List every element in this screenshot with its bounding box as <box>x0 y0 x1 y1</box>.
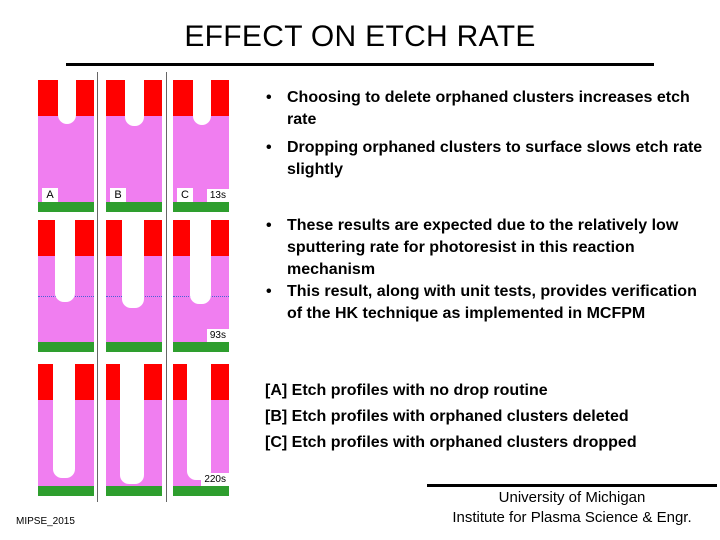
etch-trench <box>122 220 144 308</box>
stop-layer <box>106 486 162 496</box>
stop-layer <box>173 486 229 496</box>
institution-footer: University of Michigan Institute for Pla… <box>427 488 717 528</box>
etch-trench <box>53 364 75 478</box>
bullet-symbol: • <box>266 139 272 156</box>
column-label-c: C <box>177 188 193 202</box>
finding-text: This result, along with unit tests, prov… <box>287 283 697 322</box>
finding-item: • Dropping orphaned clusters to surface … <box>266 137 706 181</box>
etch-trench <box>55 220 75 302</box>
etch-trench <box>190 220 211 304</box>
title-underline <box>66 63 654 66</box>
profile-b-93s <box>106 220 162 352</box>
finding-text: These results are expected due to the re… <box>287 217 679 278</box>
finding-item: • These results are expected due to the … <box>266 215 706 281</box>
profile-b-220s <box>106 364 162 496</box>
stop-layer <box>106 202 162 212</box>
etch-profile-figure: A B C 13s 93s <box>34 72 234 502</box>
footer-rule <box>427 484 717 487</box>
etch-trench <box>120 364 144 484</box>
institute-name: Institute for Plasma Science & Engr. <box>452 509 692 526</box>
finding-item: • This result, along with unit tests, pr… <box>266 281 706 325</box>
profile-c-93s: 93s <box>173 220 229 352</box>
findings-list: • Choosing to delete orphaned clusters i… <box>266 87 706 325</box>
stop-layer <box>173 202 229 212</box>
conference-tag: MIPSE_2015 <box>16 516 75 527</box>
bullet-symbol: • <box>266 217 272 234</box>
time-label-13s: 13s <box>206 189 229 202</box>
stop-layer <box>173 342 229 352</box>
profile-a-13s: A <box>38 80 94 212</box>
stop-layer <box>38 486 94 496</box>
university-name: University of Michigan <box>498 489 646 506</box>
caption-c: [C] Etch profiles with orphaned clusters… <box>265 434 637 451</box>
figure-captions: [A] Etch profiles with no drop routine [… <box>265 378 715 456</box>
profile-a-220s <box>38 364 94 496</box>
profile-a-93s <box>38 220 94 352</box>
column-label-b: B <box>110 188 126 202</box>
time-label-220s: 220s <box>201 473 229 486</box>
stop-layer <box>38 342 94 352</box>
profile-b-13s: B <box>106 80 162 212</box>
caption-b: [B] Etch profiles with orphaned clusters… <box>265 408 629 425</box>
column-divider <box>97 72 98 502</box>
etch-trench <box>125 80 144 126</box>
etch-trench <box>193 80 211 125</box>
profile-c-13s: C 13s <box>173 80 229 212</box>
stop-layer <box>38 202 94 212</box>
finding-text: Dropping orphaned clusters to surface sl… <box>287 139 703 178</box>
finding-item: • Choosing to delete orphaned clusters i… <box>266 87 706 131</box>
finding-text: Choosing to delete orphaned clusters inc… <box>287 89 690 128</box>
caption-a: [A] Etch profiles with no drop routine <box>265 382 548 399</box>
time-label-93s: 93s <box>206 329 229 342</box>
column-label-a: A <box>42 188 58 202</box>
stop-layer <box>106 342 162 352</box>
slide-title: EFFECT ON ETCH RATE <box>184 20 536 53</box>
etch-trench <box>58 80 76 124</box>
profile-c-220s: 220s <box>173 364 229 496</box>
bullet-symbol: • <box>266 283 272 300</box>
bullet-symbol: • <box>266 89 272 106</box>
etch-trench <box>187 364 211 480</box>
column-divider <box>166 72 167 502</box>
